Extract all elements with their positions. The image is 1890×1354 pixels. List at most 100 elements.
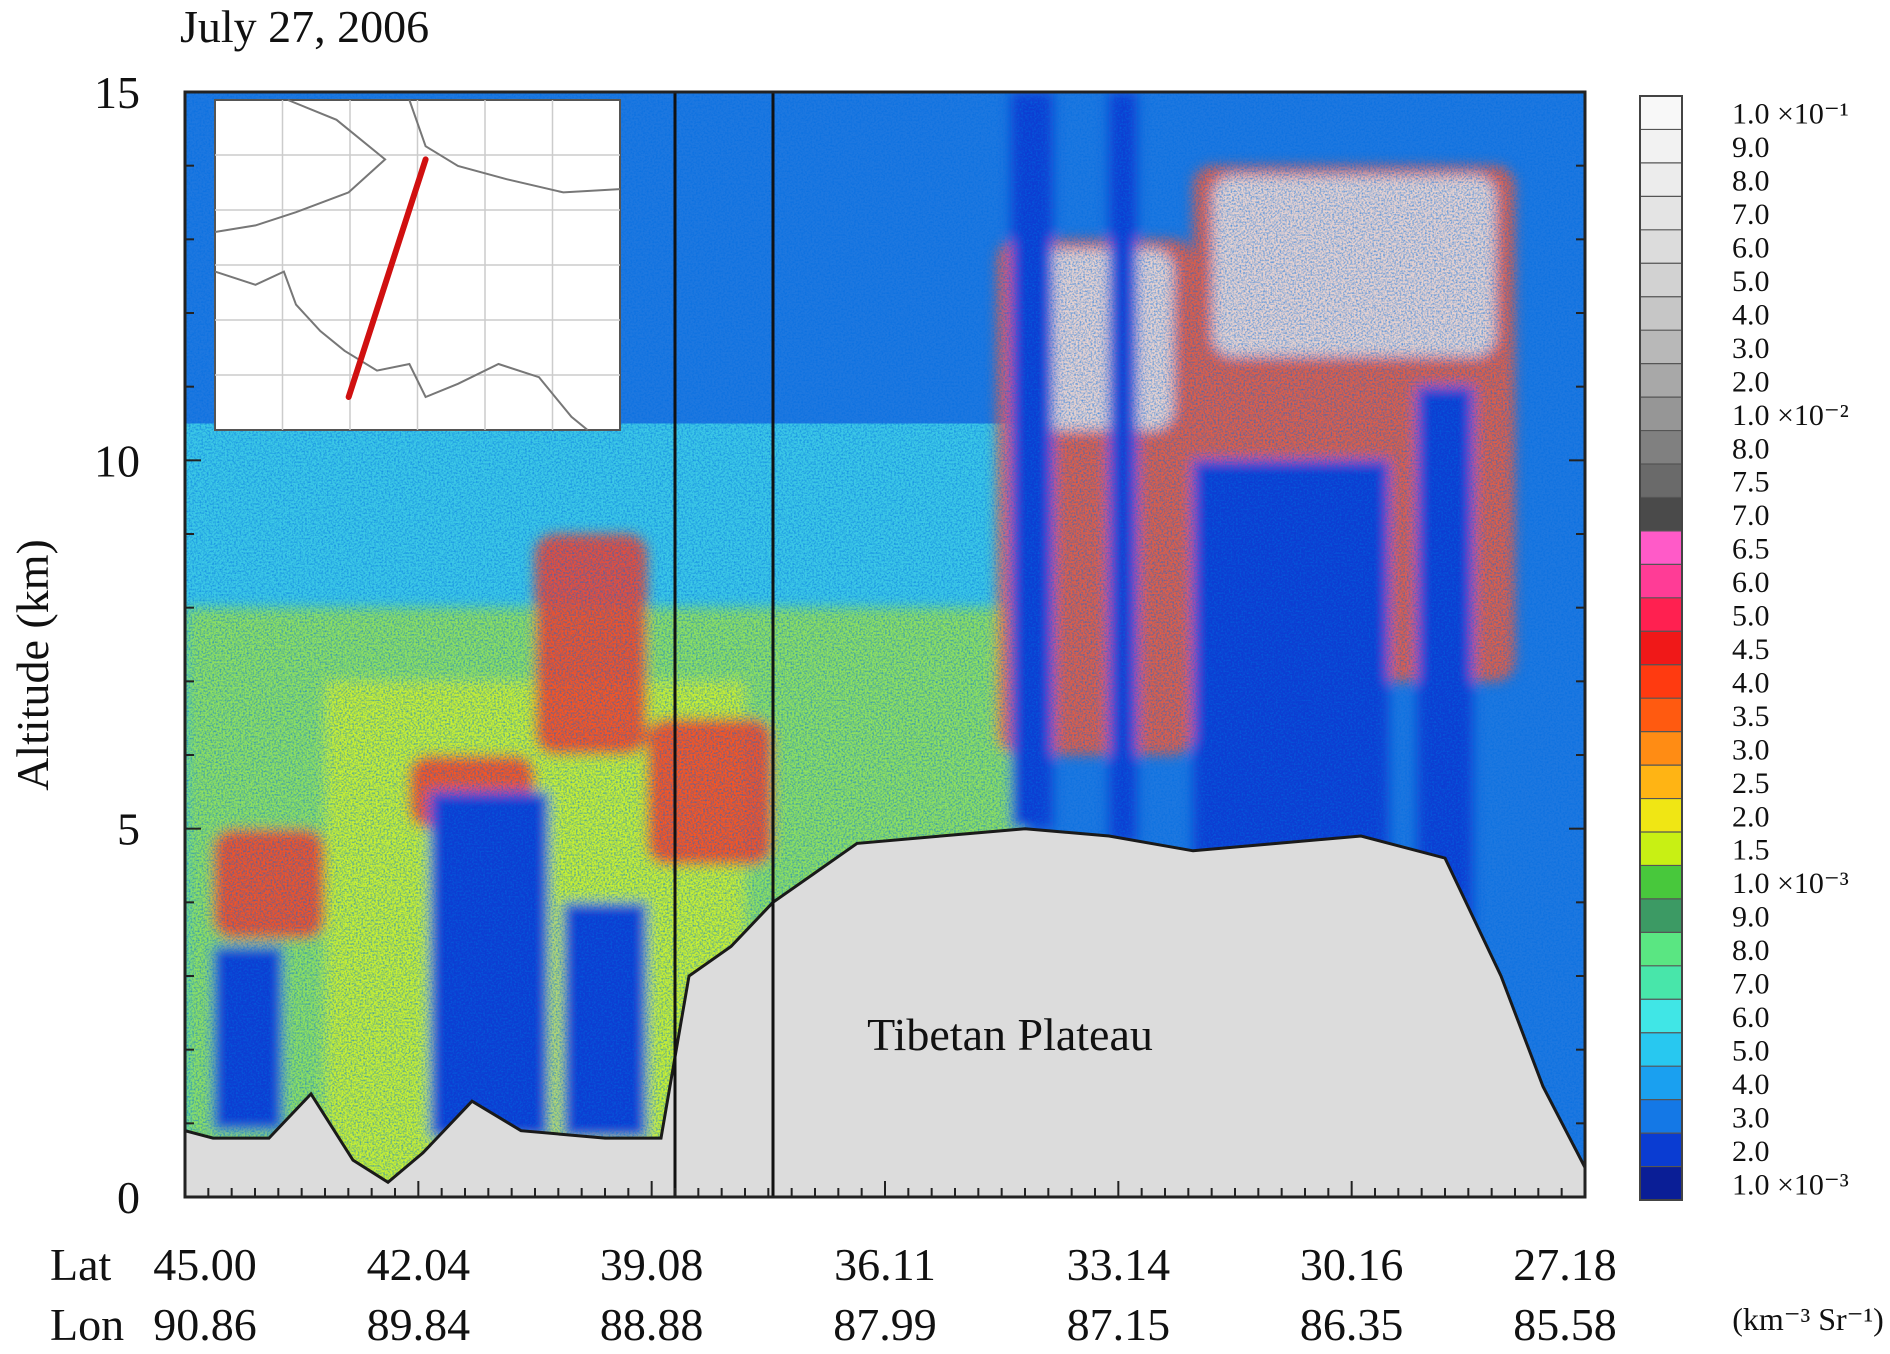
colorbar-swatch: [1640, 330, 1682, 365]
colorbar-swatch: [1640, 530, 1682, 565]
colorbar-swatch: [1640, 597, 1682, 632]
colorbar-units: (km⁻³ Sr⁻¹): [1732, 1301, 1884, 1337]
colorbar-label: 6.0: [1732, 1001, 1770, 1034]
colorbar-swatch: [1640, 798, 1682, 833]
inset-border-line: [408, 99, 621, 194]
colorbar-label: 7.0: [1732, 968, 1770, 1001]
colorbar-swatch: [1640, 731, 1682, 766]
colorbar-label: 5.0: [1732, 1034, 1770, 1067]
colorbar-label: 1.0 ×10⁻²: [1732, 399, 1849, 432]
colorbar-label: 3.0: [1732, 332, 1770, 365]
x-tick-label-lat: 36.11: [834, 1239, 936, 1290]
colorbar-swatch: [1640, 1099, 1682, 1134]
inset-map: [214, 99, 621, 431]
colorbar-swatch: [1640, 397, 1682, 432]
colorbar-label: 8.0: [1732, 432, 1770, 465]
colorbar-swatch: [1640, 564, 1682, 599]
colorbar-swatch: [1640, 1032, 1682, 1067]
x-axis-tick-labels: Lat 45.00 42.04 39.08 36.11 33.14 30.16 27.18 Lo…: [50, 1239, 1617, 1350]
colorbar-label: 2.0: [1732, 800, 1770, 833]
colorbar-label: 1.0 ×10⁻¹: [1732, 98, 1849, 131]
x-tick-label-lon: 85.58: [1513, 1299, 1617, 1350]
colorbar-swatch: [1640, 363, 1682, 398]
colorbar-swatch: [1640, 631, 1682, 666]
x-tick-label-lon: 86.35: [1300, 1299, 1404, 1350]
inset-border-line: [214, 270, 589, 431]
colorbar-label: 1.0 ×10⁻³: [1732, 867, 1849, 900]
colorbar-label: 9.0: [1732, 131, 1770, 164]
colorbar: 1.0 ×10⁻¹9.08.07.06.05.04.03.02.01.0 ×10…: [1639, 95, 1849, 1201]
y-tick-label: 10: [94, 435, 140, 486]
x-tick-label-lat: 45.00: [153, 1239, 257, 1290]
colorbar-swatch: [1640, 932, 1682, 967]
colorbar-label: 4.0: [1732, 666, 1770, 699]
inset-grid: [215, 100, 620, 430]
colorbar-label: 7.5: [1732, 466, 1770, 499]
colorbar-swatch: [1640, 765, 1682, 800]
colorbar-swatch: [1640, 196, 1682, 231]
colorbar-label: 8.0: [1732, 165, 1770, 198]
colorbar-swatch: [1640, 999, 1682, 1034]
colorbar-swatch: [1640, 497, 1682, 532]
colorbar-label: 3.5: [1732, 700, 1770, 733]
colorbar-swatch: [1640, 832, 1682, 866]
x-tick-label-lon: 88.88: [600, 1299, 704, 1350]
colorbar-label: 3.0: [1732, 733, 1770, 766]
colorbar-swatch: [1640, 464, 1682, 498]
colorbar-swatch: [1640, 698, 1682, 733]
colorbar-swatch: [1640, 664, 1682, 699]
colorbar-label: 2.5: [1732, 767, 1770, 800]
colorbar-label: 8.0: [1732, 934, 1770, 967]
colorbar-label: 3.0: [1732, 1101, 1770, 1134]
x-tick-label-lon: 89.84: [367, 1299, 471, 1350]
x-tick-label-lon: 87.15: [1067, 1299, 1171, 1350]
colorbar-swatch: [1640, 296, 1682, 331]
colorbar-swatch: [1640, 162, 1682, 197]
x-tick-label-lat: 33.14: [1067, 1239, 1171, 1290]
vertical-markers: [673, 92, 775, 1197]
y-axis-label: Altitude (km): [7, 539, 58, 791]
inset-border-line: [214, 99, 387, 233]
x-tick-label-lon: 87.99: [833, 1299, 937, 1350]
x-row-label-lat: Lat: [50, 1239, 112, 1290]
y-tick-label: 0: [117, 1172, 140, 1223]
x-tick-label-lat: 42.04: [367, 1239, 471, 1290]
colorbar-label: 7.0: [1732, 198, 1770, 231]
colorbar-label: 4.5: [1732, 633, 1770, 666]
colorbar-label: 1.5: [1732, 834, 1770, 867]
colorbar-swatch: [1640, 865, 1682, 900]
x-tick-label-lat: 27.18: [1513, 1239, 1617, 1290]
colorbar-label: 6.5: [1732, 533, 1770, 566]
colorbar-swatch: [1640, 1166, 1682, 1201]
colorbar-swatch: [1640, 263, 1682, 298]
orbit-track-line: [345, 156, 429, 400]
colorbar-swatch: [1640, 129, 1682, 164]
colorbar-label: 5.0: [1732, 600, 1770, 633]
colorbar-label: 5.0: [1732, 265, 1770, 298]
colorbar-label: 6.0: [1732, 566, 1770, 599]
colorbar-swatch: [1640, 1133, 1682, 1168]
colorbar-swatch: [1640, 1066, 1682, 1101]
x-tick-label-lon: 90.86: [153, 1299, 257, 1350]
colorbar-swatch: [1640, 965, 1682, 1000]
colorbar-label: 9.0: [1732, 901, 1770, 934]
colorbar-label: 7.0: [1732, 499, 1770, 532]
x-axis-ticks: [184, 1181, 1586, 1197]
colorbar-label: 6.0: [1732, 232, 1770, 265]
y-tick-label: 15: [94, 67, 140, 118]
plot-area: [185, 92, 1585, 1197]
y-tick-label: 5: [117, 804, 140, 855]
colorbar-label: 1.0 ×10⁻³: [1732, 1168, 1849, 1201]
chart-title: July 27, 2006: [180, 1, 429, 52]
colorbar-label: 4.0: [1732, 298, 1770, 331]
colorbar-swatch: [1640, 229, 1682, 264]
colorbar-label: 2.0: [1732, 365, 1770, 398]
colorbar-swatch: [1640, 96, 1682, 130]
colorbar-frame: [1639, 95, 1683, 1201]
tibetan-plateau-annotation: Tibetan Plateau: [867, 1009, 1153, 1060]
y-axis-ticks: 0 5 10 15: [94, 67, 1585, 1223]
colorbar-label: 4.0: [1732, 1068, 1770, 1101]
x-tick-label-lat: 30.16: [1300, 1239, 1404, 1290]
colorbar-swatch: [1640, 898, 1682, 933]
